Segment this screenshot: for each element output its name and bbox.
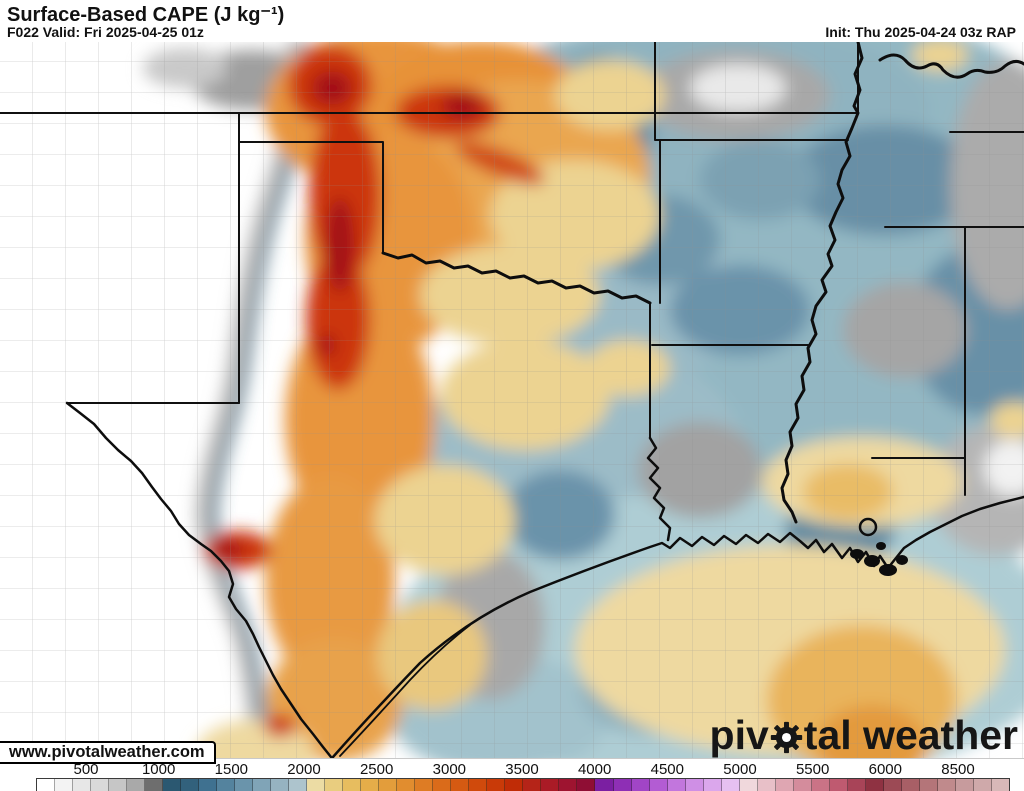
colorbar-segment [901,779,920,791]
colorbar-segment [883,779,902,791]
page-title: Surface-Based CAPE (J kg⁻¹) [7,4,285,26]
rivers [65,40,1024,759]
red-river [381,251,652,305]
colorbar-segment [235,779,254,791]
colorbar-segment [505,779,524,791]
colorbar-segment [793,779,812,791]
colorbar-tick: 1500 [214,761,249,778]
colorbar-segment [865,779,884,791]
colorbar-tick: 1000 [141,761,176,778]
gear-icon [770,721,802,754]
colorbar-segment [739,779,758,791]
colorbar-segment [631,779,650,791]
colorbar-tick: 3500 [505,761,539,778]
watermark-url: www.pivotalweather.com [0,741,216,764]
colorbar-tick: 4500 [650,761,684,778]
colorbar-segment [37,779,56,791]
colorbar-segment [73,779,92,791]
colorbar-segment [649,779,668,791]
colorbar-segment [55,779,74,791]
colorbar-segment [487,779,506,791]
colorbar-segment [199,779,218,791]
colorbar-segment [559,779,578,791]
colorbar-segment [469,779,488,791]
colorbar-tick: 6000 [868,761,902,778]
colorbar-segment [217,779,236,791]
colorbar-tick: 5000 [723,761,757,778]
model-init-label: Init: Thu 2025-04-24 03z RAP [825,24,1016,40]
colorbar-segment [541,779,560,791]
colorbar-tick: 500 [73,761,99,778]
colorbar-segment [109,779,128,791]
colorbar-segment [253,779,272,791]
colorbar-segment [613,779,632,791]
colorbar-segment [163,779,182,791]
colorbar-segment [91,779,110,791]
colorbar-tick: 5500 [795,761,830,778]
colorbar-tick: 2000 [287,761,321,778]
colorbar-segment [703,779,722,791]
ohio-river [878,53,1024,79]
colorbar-segment [127,779,146,791]
pivotal-weather-logo: piv tal weather [710,712,1018,759]
mississippi-river [780,40,864,524]
colorbar-segment [433,779,452,791]
colorbar-segment [955,779,974,791]
colorbar-segment [307,779,326,791]
rio-grande-river [65,401,333,759]
colorbar-segment [415,779,434,791]
logo-text-piv: piv [709,712,769,758]
colorbar [36,778,1010,791]
colorbar-segment [685,779,704,791]
colorbar-segment [145,779,164,791]
county-grid [0,42,1024,759]
colorbar-tick: 8500 [941,761,975,778]
colorbar-tick: 4000 [577,761,612,778]
colorbar-segment [721,779,740,791]
colorbar-segment [325,779,344,791]
colorbar-segment [181,779,200,791]
logo-text-weather: weather [851,712,1018,758]
colorbar-segment [829,779,848,791]
colorbar-segment [973,779,992,791]
colorbar-segment [577,779,596,791]
colorbar-segment [397,779,416,791]
colorbar-tick: 2500 [359,761,394,778]
colorbar-segment [667,779,686,791]
colorbar-segment [361,779,380,791]
colorbar-segment [847,779,866,791]
colorbar-segment [937,779,956,791]
sabine-river [646,436,672,542]
colorbar-segment [289,779,308,791]
colorbar-segment [271,779,290,791]
colorbar-segment [757,779,776,791]
state-borders [0,41,1024,496]
colorbar-segment [775,779,794,791]
colorbar-segment [811,779,830,791]
forecast-valid-label: F022 Valid: Fri 2025-04-25 01z [7,24,204,40]
logo-text-tal: tal [803,712,852,758]
colorbar-tick: 3000 [432,761,467,778]
colorbar-segment [991,779,1009,791]
gulf-coastline [331,495,1024,759]
colorbar-strip: 500 1000 1500 2000 2500 3000 3500 4000 4500 5000 5… [0,758,1024,791]
colorbar-segment [919,779,938,791]
colorbar-segment [451,779,470,791]
colorbar-segment [523,779,542,791]
colorbar-segment [343,779,362,791]
header-bar: Surface-Based CAPE (J kg⁻¹) F022 Valid: … [0,0,1024,42]
colorbar-segment [595,779,614,791]
colorbar-segment [379,779,398,791]
mississippi-delta [850,542,908,576]
